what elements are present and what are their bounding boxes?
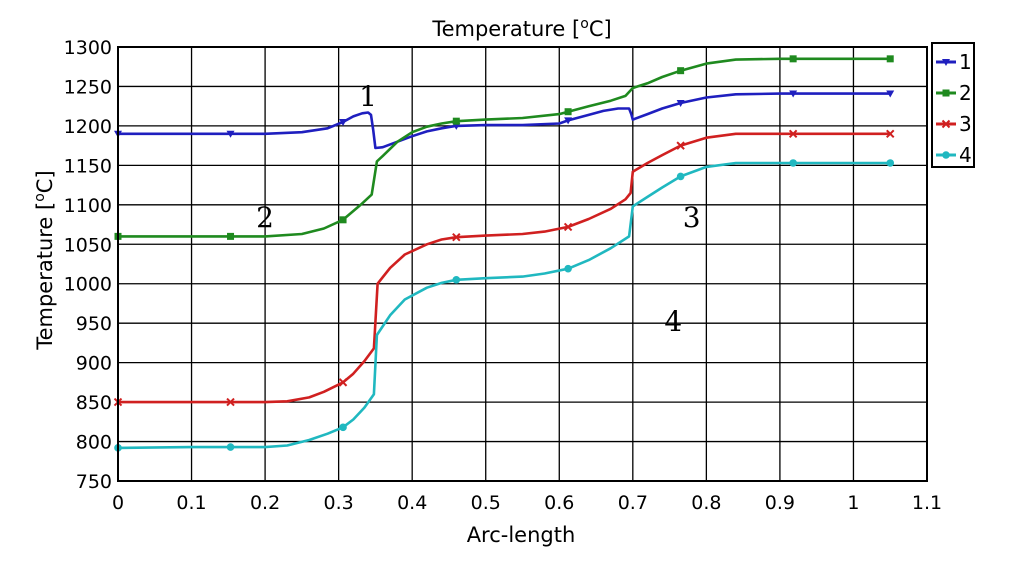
x-tick-label: 0.9 [765, 492, 795, 514]
legend-label: 2 [959, 81, 972, 105]
y-tick-label: 1000 [64, 274, 112, 296]
legend-marker [942, 59, 950, 66]
series-line-2 [118, 57, 891, 238]
curve-annotation-label: 4 [664, 305, 682, 338]
x-tick-label: 0 [112, 492, 124, 514]
y-tick-label: 800 [76, 432, 112, 454]
data-point-marker [886, 90, 895, 98]
legend-item-1: 1 [936, 50, 972, 74]
x-tick-label: 0.7 [618, 492, 648, 514]
y-tick-label: 1200 [64, 116, 112, 138]
curve-annotation-label: 2 [256, 201, 274, 234]
data-point-marker [789, 90, 798, 98]
legend-marker [942, 89, 950, 97]
grid [118, 47, 927, 481]
y-tick-labels: 750 800 850 900 950 1000 1050 1100 1150 1200 1250 1… [64, 37, 112, 493]
data-point-marker [338, 378, 348, 387]
legend-box [931, 42, 975, 168]
data-point-marker [339, 118, 348, 126]
x-tick-labels: 0 0.1 0.2 0.3 0.4 0.5 0.6 0.7 0.8 0.9 1 1.1 [112, 492, 942, 514]
x-tick-label: 1.1 [912, 492, 942, 514]
data-point-marker [886, 55, 894, 63]
data-point-marker [789, 55, 797, 63]
chart-title: Temperature [oC] [431, 16, 611, 41]
y-tick-label: 1250 [64, 76, 112, 98]
legend-item-2: 2 [936, 81, 972, 105]
series-line-4 [117, 161, 891, 450]
x-tick-label: 0.3 [324, 492, 354, 514]
series-line-1 [118, 92, 891, 150]
curve-annotation-label: 1 [359, 80, 377, 113]
curve-annotation-label: 3 [683, 201, 701, 234]
legend-label: 3 [959, 112, 972, 136]
y-tick-label: 750 [76, 471, 112, 493]
legend-label: 1 [959, 50, 972, 74]
legend: 1 2 3 4 [931, 42, 975, 168]
legend-label: 4 [959, 143, 972, 167]
x-tick-label: 0.2 [250, 492, 280, 514]
data-point-marker [452, 117, 460, 125]
data-point-marker [227, 232, 235, 240]
x-tick-label: 0.1 [176, 492, 206, 514]
data-point-marker [677, 67, 685, 75]
data-point-marker [788, 129, 798, 139]
data-point-marker [564, 264, 572, 273]
data-point-marker [564, 117, 573, 125]
x-tick-label: 1 [847, 492, 859, 514]
x-axis-title: Arc-length [467, 523, 576, 547]
y-tick-label: 1050 [64, 234, 112, 256]
plot-frame [117, 46, 928, 482]
data-point-marker [676, 172, 685, 181]
data-point-marker [452, 275, 461, 284]
x-tick-label: 0.6 [544, 492, 574, 514]
series-layer [113, 55, 895, 452]
series-4 [114, 159, 895, 452]
series-3 [113, 129, 895, 407]
series-line-3 [118, 132, 891, 404]
y-tick-label: 1100 [64, 195, 112, 217]
data-point-marker [339, 423, 347, 432]
x-tick-label: 0.4 [397, 492, 427, 514]
x-tick-label: 0.8 [691, 492, 721, 514]
data-point-marker [676, 100, 685, 108]
legend-marker [941, 119, 951, 129]
y-axis-title: Temperature [oC] [32, 170, 57, 350]
data-point-marker [226, 397, 235, 407]
data-point-marker [886, 129, 895, 139]
y-tick-label: 850 [76, 392, 112, 414]
data-point-marker [563, 222, 573, 232]
curve-annotations: 1 2 3 4 [256, 80, 700, 338]
data-point-marker [789, 159, 797, 167]
data-point-marker [226, 443, 235, 451]
legend-item-4: 4 [936, 143, 972, 167]
data-point-marker [564, 108, 572, 116]
legend-item-3: 3 [936, 112, 972, 136]
data-point-marker [676, 141, 685, 150]
data-point-marker [339, 216, 347, 224]
data-point-marker [226, 130, 235, 138]
y-tick-label: 900 [76, 353, 112, 375]
series-2 [114, 55, 894, 240]
data-point-marker [452, 232, 461, 242]
x-tick-label: 0.5 [471, 492, 501, 514]
data-point-marker [886, 159, 895, 167]
y-tick-label: 1150 [64, 155, 112, 177]
y-tick-label: 950 [76, 313, 112, 335]
y-tick-label: 1300 [64, 37, 112, 59]
legend-marker [942, 151, 950, 159]
